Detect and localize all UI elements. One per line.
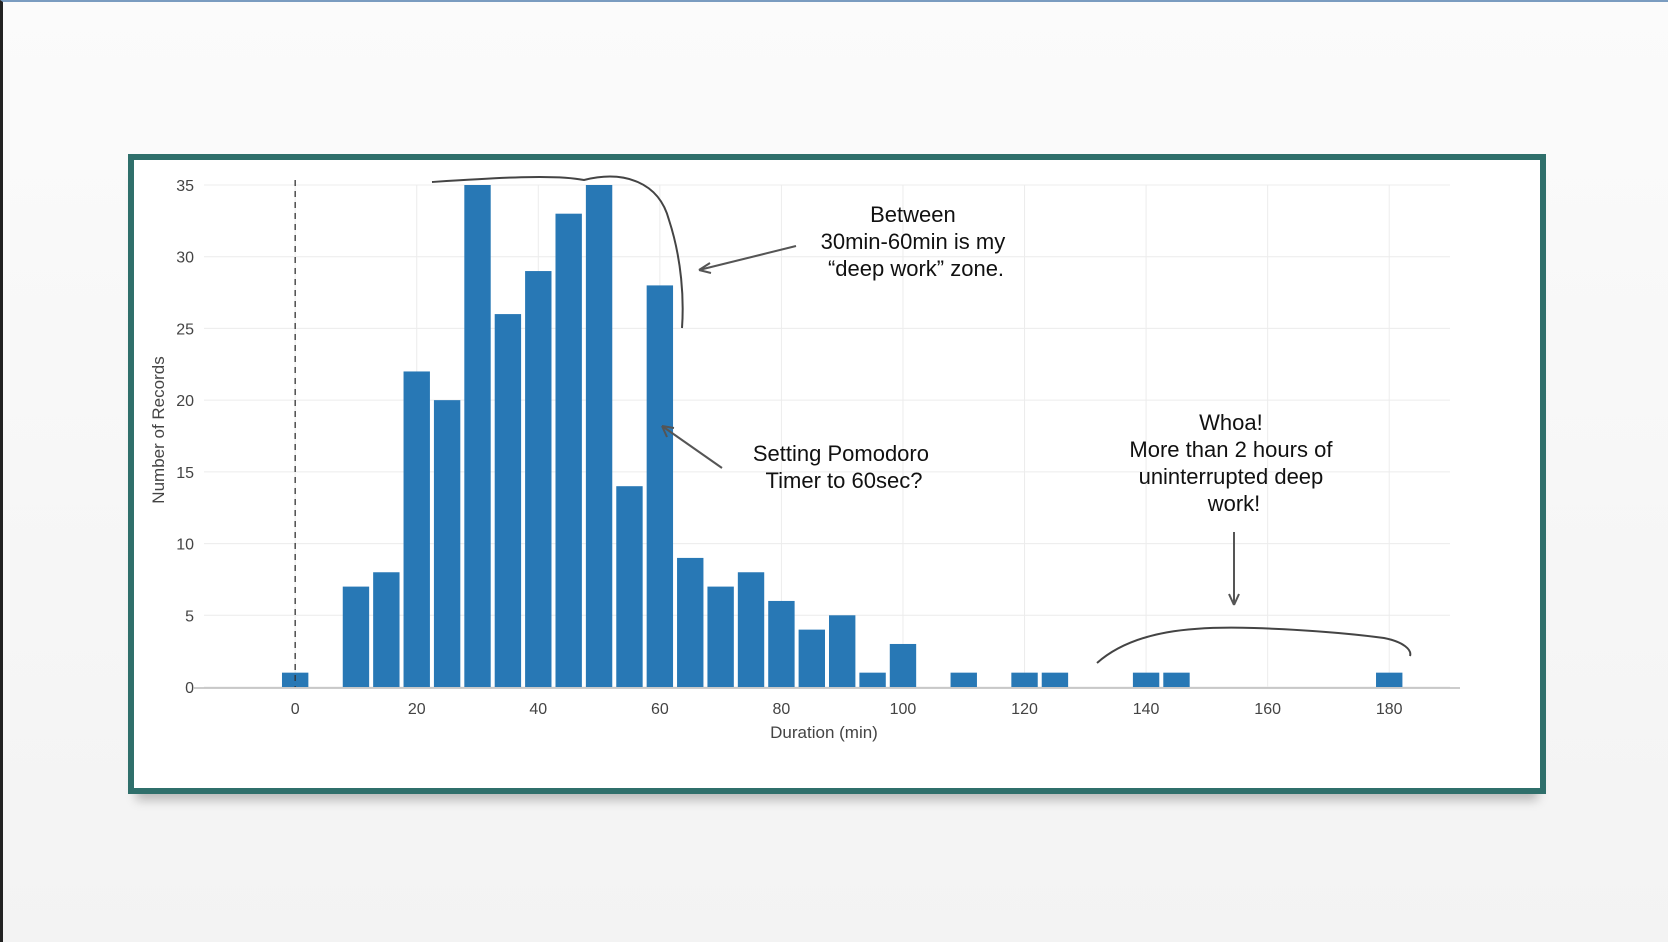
annotation-deep-work: Between 30min-60min is my “deep work” zo… [821, 202, 1012, 281]
bar-20 [950, 672, 977, 687]
x-tick-label-0: 0 [291, 701, 300, 718]
x-tick-label-7: 140 [1133, 701, 1160, 718]
y-tick-label-0: 0 [185, 680, 194, 697]
annotation-outlier-line-3: uninterrupted deep [1139, 464, 1324, 489]
bar-19 [889, 643, 917, 687]
bar-21 [1011, 672, 1038, 687]
y-tick-label-5: 25 [176, 321, 194, 338]
outlier-arrow-head [1228, 593, 1240, 606]
x-tick-label-6: 120 [1011, 701, 1038, 718]
annotation-pomodoro-line-1: Setting Pomodoro [753, 441, 929, 466]
x-tick-label-4: 80 [773, 701, 791, 718]
grid [204, 184, 1450, 688]
deep-work-bracket [431, 175, 684, 329]
bar-5 [464, 185, 491, 687]
annotation-deep-work-line-3: “deep work” zone. [828, 256, 1004, 281]
bar-17 [829, 615, 856, 687]
x-tick-label-1: 20 [408, 701, 426, 718]
bars [281, 185, 1403, 687]
x-tick-label-5: 100 [890, 701, 917, 718]
y-tick-label-1: 5 [185, 608, 194, 625]
bar-14 [737, 572, 765, 687]
deep-work-arrow [698, 245, 797, 271]
bar-24 [1163, 672, 1190, 687]
bar-16 [798, 629, 825, 687]
annotation-outlier-line-2: More than 2 hours of [1129, 437, 1333, 462]
y-tick-label-3: 15 [176, 465, 194, 482]
y-axis: 0 5 10 15 20 25 30 35 [176, 178, 194, 697]
bar-22 [1041, 672, 1069, 687]
pomodoro-arrow-head [661, 425, 675, 438]
bar-10 [616, 486, 643, 687]
bar-3 [403, 371, 430, 687]
bar-25 [1376, 672, 1403, 687]
bar-9 [585, 185, 613, 687]
x-axis: 0 20 40 60 80 100 120 140 160 180 [194, 687, 1460, 718]
bar-6 [494, 314, 522, 687]
pomodoro-arrow [661, 425, 723, 469]
y-tick-label-4: 20 [176, 393, 194, 410]
bar-2 [373, 572, 400, 687]
annotation-outlier: Whoa! More than 2 hours of uninterrupted… [1129, 410, 1338, 516]
outlier-bracket [1096, 626, 1412, 664]
y-axis-title: Number of Records [149, 356, 168, 503]
annotation-outlier-line-1: Whoa! [1199, 410, 1263, 435]
annotation-deep-work-line-1: Between [870, 202, 956, 227]
y-tick-label-6: 30 [176, 250, 194, 267]
bar-23 [1132, 672, 1160, 687]
annotation-deep-work-line-2: 30min-60min is my [821, 229, 1006, 254]
y-tick-label-7: 35 [176, 178, 194, 195]
bar-13 [707, 586, 734, 687]
x-tick-label-9: 180 [1376, 701, 1403, 718]
bar-8 [555, 213, 582, 687]
bar-11 [646, 285, 674, 687]
deep-work-arrow-head [698, 262, 712, 274]
annotation-pomodoro: Setting Pomodoro Timer to 60sec? [753, 441, 935, 493]
bar-18 [859, 672, 886, 687]
y-tick-label-2: 10 [176, 537, 194, 554]
x-tick-label-2: 40 [529, 701, 547, 718]
bar-15 [768, 600, 795, 687]
chart-frame: 0 20 40 60 80 100 120 140 160 180 0 5 10 15 20 25 30 35 … [128, 154, 1546, 794]
bar-7 [525, 271, 552, 687]
annotation-outlier-line-4: work! [1207, 491, 1261, 516]
bar-4 [433, 400, 461, 687]
bar-12 [677, 557, 704, 687]
histogram-chart: 0 20 40 60 80 100 120 140 160 180 05101520253035 … [149, 175, 1460, 742]
x-tick-label-3: 60 [651, 701, 669, 718]
x-axis-title: Duration (min) [770, 723, 878, 742]
x-tick-label-8: 160 [1254, 701, 1281, 718]
annotation-pomodoro-line-2: Timer to 60sec? [766, 468, 923, 493]
bar-1 [342, 586, 370, 687]
